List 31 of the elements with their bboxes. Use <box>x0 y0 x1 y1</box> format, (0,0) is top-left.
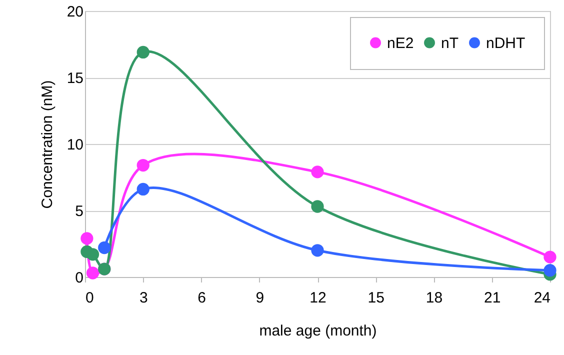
point <box>544 264 556 277</box>
point <box>311 200 324 213</box>
x-tick-label: 6 <box>198 290 206 306</box>
x-tick-label: 3 <box>139 290 148 306</box>
x-tick-label: 0 <box>86 290 94 306</box>
x-tick-label: 18 <box>426 290 443 306</box>
point <box>136 182 150 196</box>
x-tick-label: 12 <box>310 290 326 306</box>
point <box>136 158 150 172</box>
y-tick-label: 10 <box>66 136 84 154</box>
x-axis-title: male age (month) <box>259 322 377 340</box>
y-tick-label: 20 <box>66 4 84 20</box>
legend-label: nDHT <box>486 34 526 52</box>
point <box>136 46 150 59</box>
x-tick-label: 9 <box>256 290 264 306</box>
point <box>86 248 100 261</box>
legend-label: nE2 <box>387 34 414 52</box>
point <box>98 241 111 254</box>
y-tick-label: 0 <box>75 270 84 286</box>
point <box>86 266 100 280</box>
x-tick-label: 24 <box>534 290 550 306</box>
legend-label: nT <box>441 34 459 52</box>
point <box>311 244 324 257</box>
point <box>80 232 94 245</box>
y-tick-label: 5 <box>75 203 84 220</box>
y-axis-title: Concentration (nM) <box>38 80 56 209</box>
x-tick-label: 15 <box>368 290 384 306</box>
y-tick-label: 15 <box>66 70 84 87</box>
x-tick-label: 21 <box>484 290 501 306</box>
point <box>544 250 556 264</box>
point <box>311 166 324 178</box>
